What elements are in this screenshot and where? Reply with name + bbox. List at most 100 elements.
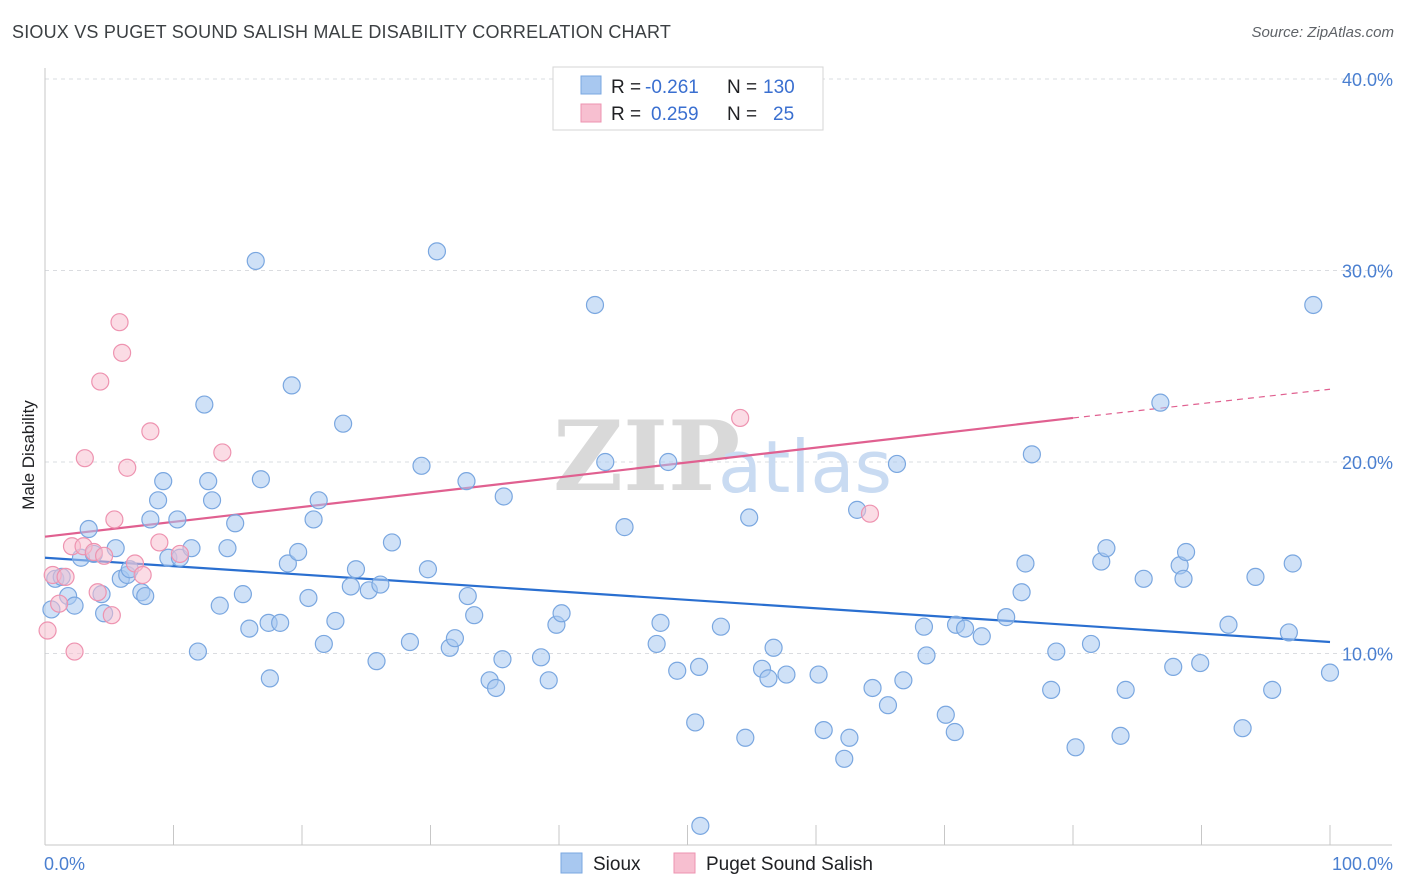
point-sioux-114 bbox=[1134, 569, 1153, 588]
point-sioux-106 bbox=[1042, 680, 1061, 699]
point-sioux-27 bbox=[210, 596, 229, 615]
point-sioux-128 bbox=[1320, 663, 1340, 682]
point-sioux-102 bbox=[997, 608, 1016, 627]
point-sioux-115 bbox=[1151, 393, 1170, 412]
chart-title: SIOUX VS PUGET SOUND SALISH MALE DISABIL… bbox=[12, 22, 672, 42]
point-salish-9 bbox=[88, 583, 107, 602]
point-sioux-112 bbox=[1111, 726, 1130, 745]
point-sioux-69 bbox=[585, 295, 605, 315]
point-sioux-100 bbox=[955, 619, 975, 638]
point-salish-13 bbox=[105, 510, 124, 529]
point-sioux-88 bbox=[835, 749, 854, 768]
point-sioux-92 bbox=[878, 696, 898, 715]
point-sioux-53 bbox=[412, 456, 431, 475]
point-sioux-101 bbox=[972, 627, 991, 646]
point-sioux-83 bbox=[759, 669, 778, 688]
y-tick-label-1: 20.0% bbox=[1342, 453, 1393, 473]
point-sioux-28 bbox=[218, 539, 237, 558]
point-sioux-76 bbox=[686, 713, 705, 732]
point-sioux-81 bbox=[740, 508, 759, 527]
point-sioux-20 bbox=[168, 510, 187, 529]
legend-r-label-salish: R = bbox=[611, 104, 641, 125]
point-salish-22 bbox=[213, 443, 232, 462]
point-sioux-46 bbox=[341, 577, 360, 596]
point-sioux-97 bbox=[936, 705, 955, 724]
point-sioux-95 bbox=[914, 617, 934, 636]
point-sioux-84 bbox=[764, 638, 783, 657]
point-sioux-91 bbox=[863, 678, 882, 698]
point-salish-7 bbox=[75, 449, 94, 468]
point-sioux-127 bbox=[1304, 295, 1323, 315]
point-salish-16 bbox=[118, 458, 137, 477]
point-sioux-87 bbox=[814, 720, 833, 740]
point-sioux-54 bbox=[418, 560, 438, 579]
axes bbox=[44, 68, 1392, 846]
point-salish-18 bbox=[133, 565, 152, 585]
point-sioux-25 bbox=[199, 472, 218, 491]
point-sioux-26 bbox=[202, 491, 222, 510]
legend-n-label-sioux: N = bbox=[727, 77, 757, 98]
point-salish-2 bbox=[50, 594, 69, 613]
bottom-legend-label-salish: Puget Sound Salish bbox=[706, 854, 873, 875]
point-sioux-125 bbox=[1279, 623, 1298, 642]
point-sioux-123 bbox=[1246, 567, 1265, 587]
point-sioux-75 bbox=[668, 661, 687, 680]
x-tick-label-1: 100.0% bbox=[1332, 854, 1393, 874]
point-sioux-74 bbox=[659, 452, 678, 472]
point-sioux-23 bbox=[188, 642, 208, 661]
point-sioux-24 bbox=[195, 395, 214, 414]
point-sioux-43 bbox=[314, 634, 333, 654]
point-salish-10 bbox=[91, 372, 110, 391]
point-salish-21 bbox=[170, 544, 190, 564]
source-label: Source: ZipAtlas.com bbox=[1251, 24, 1394, 41]
point-sioux-6 bbox=[79, 519, 98, 539]
point-sioux-62 bbox=[486, 678, 506, 698]
point-sioux-47 bbox=[346, 560, 366, 579]
point-sioux-17 bbox=[148, 491, 168, 510]
point-sioux-60 bbox=[465, 606, 484, 625]
point-sioux-38 bbox=[282, 376, 301, 395]
point-sioux-33 bbox=[251, 470, 270, 489]
point-sioux-98 bbox=[945, 722, 964, 742]
point-sioux-103 bbox=[1012, 583, 1031, 602]
point-salish-23 bbox=[731, 408, 750, 428]
point-sioux-108 bbox=[1066, 738, 1085, 757]
point-sioux-121 bbox=[1219, 615, 1238, 634]
trend-line-sioux bbox=[44, 556, 1331, 644]
point-sioux-71 bbox=[615, 518, 634, 537]
y-tick-label-0: 10.0% bbox=[1342, 645, 1393, 665]
point-sioux-37 bbox=[278, 554, 297, 573]
point-sioux-79 bbox=[711, 617, 731, 636]
point-salish-3 bbox=[56, 567, 75, 587]
point-salish-19 bbox=[141, 422, 160, 441]
point-sioux-77 bbox=[689, 657, 709, 677]
point-sioux-126 bbox=[1283, 554, 1302, 573]
point-sioux-89 bbox=[840, 728, 859, 747]
bottom-legend-label-sioux: Sioux bbox=[593, 854, 641, 875]
bottom-legend-swatch-sioux bbox=[560, 852, 583, 874]
point-sioux-72 bbox=[647, 634, 666, 654]
point-sioux-85 bbox=[777, 665, 796, 684]
point-sioux-104 bbox=[1016, 554, 1035, 573]
point-sioux-113 bbox=[1116, 680, 1135, 699]
point-sioux-68 bbox=[552, 604, 571, 623]
point-sioux-18 bbox=[154, 472, 173, 491]
bottom-legend-swatch-salish bbox=[673, 852, 696, 874]
point-sioux-4 bbox=[65, 596, 84, 615]
legend-r-value-salish: 0.259 bbox=[651, 104, 699, 125]
point-salish-14 bbox=[110, 313, 129, 332]
point-sioux-94 bbox=[894, 671, 913, 690]
point-sioux-96 bbox=[917, 646, 936, 665]
point-sioux-78 bbox=[691, 816, 710, 835]
trend-line-salish-extension bbox=[1072, 388, 1331, 419]
point-sioux-52 bbox=[400, 632, 420, 652]
x-tick-label-0: 0.0% bbox=[44, 854, 85, 874]
point-sioux-119 bbox=[1176, 542, 1196, 562]
point-sioux-58 bbox=[457, 472, 476, 491]
point-sioux-111 bbox=[1097, 539, 1116, 558]
point-sioux-65 bbox=[531, 648, 551, 667]
legend-n-label-salish: N = bbox=[727, 104, 757, 125]
point-sioux-31 bbox=[240, 619, 259, 638]
x-tick-labels: 0.0% 100.0% bbox=[44, 854, 1393, 874]
y-tick-label-3: 40.0% bbox=[1342, 70, 1393, 90]
